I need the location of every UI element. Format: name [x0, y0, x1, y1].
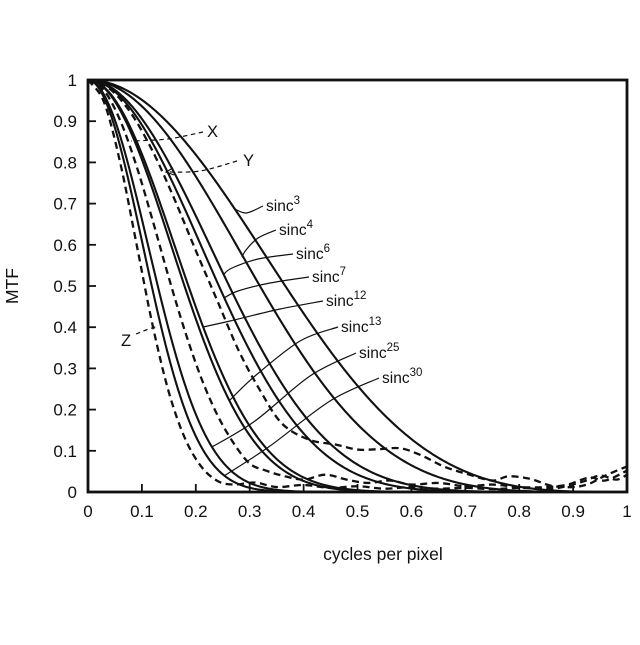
y-tick-label: 0.3 — [53, 359, 77, 378]
curve-label-sinc13: sinc13 — [341, 316, 381, 336]
x-tick-label: 0.8 — [507, 502, 531, 521]
curve-label-Z: Z — [121, 332, 131, 350]
y-tick-label: 0.6 — [53, 236, 77, 255]
y-tick-label: 0.9 — [53, 112, 77, 131]
x-tick-label: 0 — [83, 502, 92, 521]
leader-sinc13 — [228, 326, 339, 402]
curve-Z — [87, 79, 628, 491]
leader-sinc4 — [241, 229, 277, 258]
curve-label-sinc4: sinc4 — [279, 219, 314, 239]
curve-Y — [87, 78, 628, 489]
x-tick-label: 0.5 — [346, 502, 370, 521]
x-axis-title: cycles per pixel — [323, 544, 443, 564]
leader-sinc6 — [223, 253, 294, 275]
x-tick-label: 0.7 — [453, 502, 477, 521]
y-tick-label: 0.8 — [53, 153, 77, 172]
y-axis-title: MTF — [2, 268, 22, 304]
curve-label-sinc7: sinc7 — [312, 266, 346, 286]
y-tick-label: 1 — [68, 71, 77, 90]
leader-arrowhead — [164, 167, 175, 176]
y-tick-label: 0.5 — [53, 277, 77, 296]
x-tick-label: 0.1 — [130, 502, 154, 521]
x-tick-label: 0.4 — [292, 502, 316, 521]
curve-label-sinc30: sinc30 — [382, 367, 422, 387]
leader-Z — [135, 325, 159, 335]
curve-X — [87, 79, 628, 489]
y-tick-label: 0.4 — [53, 318, 77, 337]
curve-label-X: X — [207, 123, 218, 141]
curve-label-Y: Y — [243, 152, 254, 170]
y-tick-label: 0 — [68, 483, 77, 502]
leader-X — [130, 131, 204, 142]
leader-sinc30 — [223, 377, 380, 477]
x-tick-label: 0.2 — [184, 502, 208, 521]
x-tick-label: 0.9 — [561, 502, 585, 521]
leader-sinc7 — [223, 276, 310, 299]
leader-sinc12 — [202, 300, 324, 328]
leader-sinc3 — [232, 205, 264, 214]
leader-Y — [165, 160, 238, 173]
curve-label-sinc3: sinc3 — [266, 195, 300, 215]
curve-label-sinc25: sinc25 — [359, 342, 399, 362]
y-tick-label: 0.7 — [53, 195, 77, 214]
curve-sinc30 — [87, 78, 627, 494]
x-tick-label: 0.6 — [400, 502, 424, 521]
y-tick-label: 0.1 — [53, 442, 77, 461]
curve-label-sinc6: sinc6 — [296, 243, 330, 263]
curve-label-sinc12: sinc12 — [326, 290, 366, 310]
leader-sinc25 — [211, 352, 357, 448]
x-tick-label: 1 — [622, 502, 631, 521]
x-tick-label: 0.3 — [238, 502, 262, 521]
y-tick-label: 0.2 — [53, 401, 77, 420]
